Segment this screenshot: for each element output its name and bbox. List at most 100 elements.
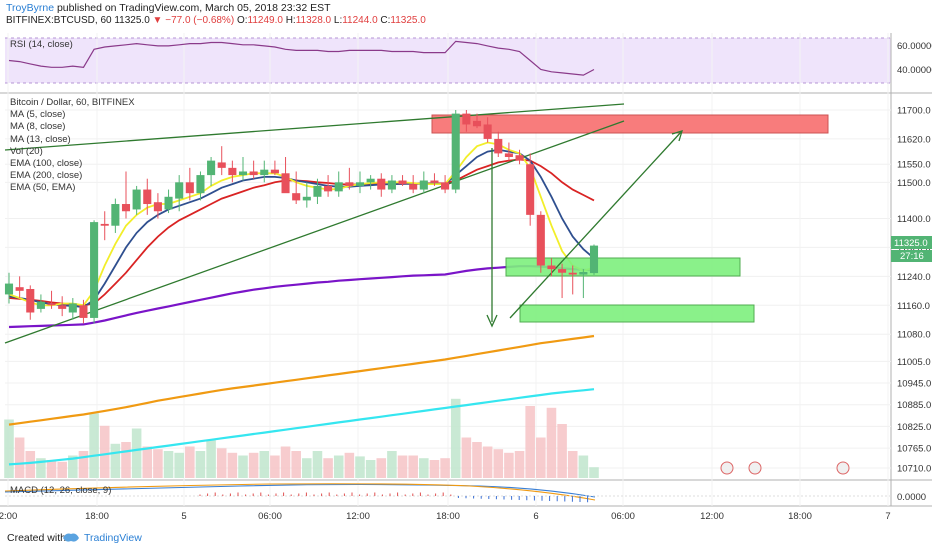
moving-averages: [8, 141, 595, 466]
volume-bar: [461, 437, 472, 478]
volume-bar: [504, 452, 514, 478]
candle-body: [4, 283, 14, 295]
volume-bar: [25, 451, 36, 478]
candle-body: [451, 113, 460, 190]
open-label: O:: [236, 15, 248, 26]
price-tick-label: 11005.0: [897, 357, 931, 368]
macd-panel: [4, 483, 891, 503]
candle-body: [483, 124, 492, 139]
candle-body: [579, 272, 588, 275]
time-tick-label: 5: [181, 511, 186, 522]
volume-bar: [270, 455, 280, 478]
candles: [4, 110, 599, 324]
volume-bar: [578, 455, 589, 478]
candle-body: [185, 182, 194, 194]
volume-bar: [440, 458, 450, 478]
candle-body: [47, 303, 56, 306]
candle-body: [228, 167, 237, 176]
time-tick-label: 06:00: [611, 511, 635, 522]
symbol-name[interactable]: BITFINEX:BTCUSD, 60: [6, 15, 112, 26]
candle-body: [441, 182, 450, 190]
time-tick-label: 6: [533, 511, 538, 522]
rsi-legend[interactable]: RSI (14, close): [10, 39, 73, 50]
publish-info: published on TradingView.com, March 05, …: [56, 2, 331, 14]
time-tick-label: 2:00: [0, 511, 17, 522]
time-tick-label: 18:00: [788, 511, 812, 522]
candle-body: [292, 193, 301, 201]
volume-bar: [227, 452, 238, 478]
time-tick-label: 12:00: [700, 511, 724, 522]
candle-body: [536, 214, 545, 266]
volume-bar: [333, 455, 344, 478]
candle-body: [175, 182, 184, 199]
chart-title: Bitcoin / Dollar, 60, BITFINEX: [10, 97, 135, 108]
candle-body: [217, 162, 226, 168]
volume-bar: [525, 406, 535, 478]
candle-body: [409, 184, 418, 190]
volume-bar: [46, 460, 57, 478]
indicator-legend: Bitcoin / Dollar, 60, BITFINEX MA (5, cl…: [10, 97, 135, 195]
volume-legend[interactable]: Vol (20): [10, 145, 43, 157]
candle-body: [79, 305, 88, 318]
volume-bar: [302, 458, 312, 478]
candle-body: [121, 204, 131, 212]
ema100-legend[interactable]: EMA (100, close): [10, 158, 83, 170]
candle-body: [387, 180, 396, 190]
up-arrow-shaft[interactable]: [509, 130, 683, 319]
candle-body: [164, 196, 173, 210]
time-tick-label: 12:00: [346, 511, 370, 522]
price-tick-label: 11500.0: [897, 178, 931, 189]
volume-bar: [78, 451, 89, 478]
event-flag-icon[interactable]: [720, 461, 734, 475]
ma8-legend[interactable]: MA (8, close): [10, 121, 66, 133]
ema200-legend[interactable]: EMA (200, close): [10, 170, 83, 182]
volume-bar: [131, 428, 142, 478]
ma5-legend[interactable]: MA (5, close): [10, 109, 66, 121]
tradingview-logo-icon: [63, 533, 79, 542]
price-tick-label: 11550.0: [897, 160, 931, 171]
trendline-upper[interactable]: [4, 103, 625, 151]
volume-bar: [163, 451, 174, 478]
support-zone-lower[interactable]: [519, 304, 755, 323]
ema200-line: [8, 334, 595, 426]
low-value: 11244.0: [342, 15, 378, 26]
volume-bar: [291, 451, 301, 478]
volume-bar: [472, 442, 482, 478]
resistance-zone[interactable]: [431, 114, 829, 134]
countdown-badge: [891, 250, 932, 262]
ma13-legend[interactable]: MA (13, close): [10, 133, 71, 145]
volume-bar: [153, 449, 163, 478]
volume-bar: [589, 467, 599, 478]
macd-legend[interactable]: MACD (12, 26, close, 9): [10, 485, 112, 496]
open-value: 11249.0: [247, 15, 283, 26]
author-link[interactable]: TroyByrne: [6, 2, 55, 14]
volume-bar: [14, 437, 25, 478]
candle-body: [26, 289, 35, 313]
volume-bar: [36, 458, 46, 478]
volume-bar: [344, 452, 355, 478]
close-value: 11325.0: [390, 15, 426, 26]
event-flag-icon[interactable]: [748, 461, 762, 475]
volume-bar: [68, 455, 78, 478]
candle-body: [207, 160, 216, 176]
volume-bar: [546, 407, 557, 478]
rsi-tick-label: 60.000000: [897, 41, 932, 52]
candle-body: [504, 153, 513, 158]
candle-body: [558, 269, 567, 273]
event-flag-icon[interactable]: [836, 461, 850, 475]
volume-bar: [408, 455, 418, 478]
candle-body: [313, 185, 322, 197]
candle-body: [589, 245, 599, 274]
price-tick-label: 11700.0: [897, 106, 931, 117]
rsi-tick-label: 40.000000: [897, 65, 932, 76]
footer-brand[interactable]: TradingView: [84, 532, 142, 544]
volume-bar: [174, 452, 184, 478]
price-tick-label: 11620.0: [897, 134, 931, 145]
last-price: 11325.0: [114, 15, 150, 26]
candle-body: [260, 169, 269, 176]
ema50-legend[interactable]: EMA (50, EMA): [10, 182, 76, 194]
close-label: C:: [380, 15, 391, 26]
candle-body: [143, 189, 152, 205]
volume-bar: [429, 460, 440, 478]
